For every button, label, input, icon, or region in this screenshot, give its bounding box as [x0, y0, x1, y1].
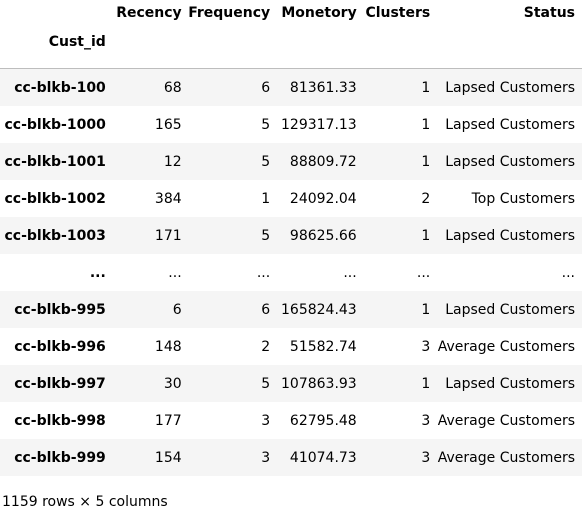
cell-monetory: 62795.48: [289, 412, 357, 429]
row-index-cell: cc-blkb-999: [14, 449, 106, 466]
cell-clusters: 1: [421, 116, 431, 133]
table-row: cc-blkb-999 154 3 41074.73 3 Average Customer…: [0, 439, 582, 476]
row-index-cell: cc-blkb-997: [14, 375, 106, 392]
row-index-cell: cc-blkb-1000: [4, 116, 106, 133]
cell-clusters: ...: [416, 264, 431, 281]
index-name-header: Cust_id: [0, 31, 113, 69]
cell-recency: 154: [154, 449, 182, 466]
cell-frequency: 5: [261, 227, 271, 244]
cell-frequency: 3: [261, 449, 271, 466]
cell-status: Lapsed Customers: [445, 116, 575, 133]
cell-monetory: ...: [343, 264, 357, 281]
row-index-cell: cc-blkb-1002: [4, 190, 106, 207]
cell-monetory: 129317.13: [281, 116, 357, 133]
cell-monetory: 88809.72: [289, 153, 357, 170]
cell-recency: ...: [168, 264, 182, 281]
cell-frequency: 5: [261, 375, 271, 392]
cell-recency: 177: [154, 412, 182, 429]
cell-clusters: 3: [421, 412, 431, 429]
table-row: cc-blkb-1003 171 5 98625.66 1 Lapsed Customer…: [0, 217, 582, 254]
table-body: cc-blkb-100 68 6 81361.33 1 Lapsed Customers c…: [0, 68, 582, 476]
cell-clusters: 1: [421, 80, 431, 97]
table-header: Recency Frequency Monetory Clusters Stat…: [0, 0, 582, 69]
cell-recency: 384: [154, 190, 182, 207]
table-row: cc-blkb-100 68 6 81361.33 1 Lapsed Customers: [0, 68, 582, 106]
row-index-cell: cc-blkb-998: [14, 412, 106, 429]
cell-monetory: 165824.43: [281, 301, 357, 318]
cell-recency: 6: [172, 301, 182, 318]
column-header-frequency: Frequency: [188, 5, 271, 21]
table-shape-footer: 1159 rows × 5 columns: [2, 494, 168, 510]
cell-monetory: 51582.74: [289, 338, 357, 355]
cell-recency: 68: [163, 80, 182, 97]
column-header-row: Recency Frequency Monetory Clusters Stat…: [0, 0, 582, 31]
cell-clusters: 3: [421, 449, 431, 466]
empty-header-cell: [275, 31, 362, 69]
index-name-row: Cust_id: [0, 31, 582, 69]
table-row: cc-blkb-997 30 5 107863.93 1 Lapsed Customers: [0, 365, 582, 402]
index-corner-cell: [0, 0, 113, 31]
cell-frequency: 5: [261, 116, 271, 133]
cell-frequency: ...: [256, 264, 271, 281]
cell-status: ...: [561, 264, 575, 281]
cell-status: Lapsed Customers: [445, 375, 575, 392]
row-index-cell: cc-blkb-996: [14, 338, 106, 355]
cell-clusters: 1: [421, 227, 431, 244]
cell-monetory: 41074.73: [289, 449, 357, 466]
cell-recency: 30: [163, 375, 182, 392]
table-row: cc-blkb-996 148 2 51582.74 3 Average Customer…: [0, 328, 582, 365]
table-row: cc-blkb-998 177 3 62795.48 3 Average Customer…: [0, 402, 582, 439]
cell-frequency: 2: [261, 338, 271, 355]
dataframe-table: Recency Frequency Monetory Clusters Stat…: [0, 0, 582, 476]
cell-monetory: 81361.33: [289, 80, 357, 97]
cell-frequency: 6: [261, 80, 271, 97]
column-header-clusters: Clusters: [365, 5, 431, 21]
column-header-status: Status: [523, 5, 575, 21]
empty-header-cell: [435, 31, 582, 69]
cell-clusters: 1: [421, 301, 431, 318]
cell-clusters: 1: [421, 375, 431, 392]
cell-monetory: 107863.93: [281, 375, 357, 392]
cell-clusters: 3: [421, 338, 431, 355]
row-index-cell: cc-blkb-1003: [4, 227, 106, 244]
cell-recency: 171: [154, 227, 182, 244]
cell-status: Lapsed Customers: [445, 80, 575, 97]
table-row: ..................: [0, 254, 582, 291]
table-row: cc-blkb-995 6 6 165824.43 1 Lapsed Customers: [0, 291, 582, 328]
cell-frequency: 6: [261, 301, 271, 318]
cell-status: Lapsed Customers: [445, 153, 575, 170]
table-row: cc-blkb-1000 165 5 129317.13 1 Lapsed Custome…: [0, 106, 582, 143]
empty-header-cell: [186, 31, 276, 69]
column-header-monetory: Monetory: [281, 5, 357, 21]
cell-status: Average Customers: [437, 338, 575, 355]
table-row: cc-blkb-1001 12 5 88809.72 1 Lapsed Customers: [0, 143, 582, 180]
cell-monetory: 24092.04: [289, 190, 357, 207]
table-row: cc-blkb-1002 384 1 24092.04 2 Top Customers: [0, 180, 582, 217]
cell-status: Lapsed Customers: [445, 301, 575, 318]
cell-frequency: 3: [261, 412, 271, 429]
row-index-cell: cc-blkb-1001: [4, 153, 106, 170]
cell-recency: 12: [163, 153, 182, 170]
cell-status: Top Customers: [471, 190, 575, 207]
column-header-recency: Recency: [116, 5, 182, 21]
cell-clusters: 1: [421, 153, 431, 170]
cell-clusters: 2: [421, 190, 431, 207]
cell-frequency: 5: [261, 153, 271, 170]
row-index-cell: ...: [89, 264, 106, 281]
cell-status: Average Customers: [437, 449, 575, 466]
cell-monetory: 98625.66: [289, 227, 357, 244]
cell-recency: 165: [154, 116, 182, 133]
empty-header-cell: [112, 31, 187, 69]
row-index-cell: cc-blkb-100: [14, 80, 106, 97]
cell-status: Average Customers: [437, 412, 575, 429]
row-index-cell: cc-blkb-995: [14, 301, 106, 318]
cell-frequency: 1: [261, 190, 271, 207]
empty-header-cell: [361, 31, 436, 69]
cell-status: Lapsed Customers: [445, 227, 575, 244]
cell-recency: 148: [154, 338, 182, 355]
